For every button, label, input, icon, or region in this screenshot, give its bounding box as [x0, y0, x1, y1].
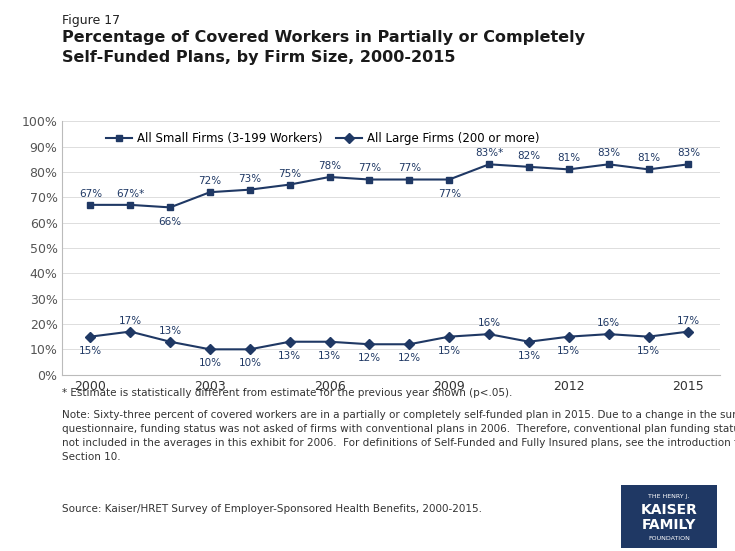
Legend: All Small Firms (3-199 Workers), All Large Firms (200 or more): All Small Firms (3-199 Workers), All Lar… — [101, 127, 545, 149]
Text: 17%: 17% — [677, 316, 700, 326]
Text: 17%: 17% — [118, 316, 142, 326]
Text: 13%: 13% — [278, 351, 301, 361]
Text: 77%: 77% — [358, 164, 381, 174]
Text: Figure 17: Figure 17 — [62, 14, 121, 27]
Text: 81%: 81% — [637, 153, 660, 163]
Text: 72%: 72% — [198, 176, 221, 186]
Text: 10%: 10% — [198, 359, 221, 369]
Text: Self-Funded Plans, by Firm Size, 2000-2015: Self-Funded Plans, by Firm Size, 2000-20… — [62, 50, 456, 64]
Text: 13%: 13% — [318, 351, 341, 361]
Text: 66%: 66% — [159, 217, 182, 226]
Text: Note: Sixty-three percent of covered workers are in a partially or completely se: Note: Sixty-three percent of covered wor… — [62, 410, 735, 462]
Text: Source: Kaiser/HRET Survey of Employer-Sponsored Health Benefits, 2000-2015.: Source: Kaiser/HRET Survey of Employer-S… — [62, 504, 482, 514]
Text: 16%: 16% — [478, 318, 501, 328]
Text: 67%: 67% — [79, 189, 102, 199]
Text: KAISER: KAISER — [640, 503, 698, 517]
Text: 15%: 15% — [437, 346, 461, 356]
Text: 83%: 83% — [677, 148, 700, 158]
Text: Percentage of Covered Workers in Partially or Completely: Percentage of Covered Workers in Partial… — [62, 30, 586, 45]
Text: 16%: 16% — [597, 318, 620, 328]
Text: 77%: 77% — [437, 188, 461, 199]
Text: 12%: 12% — [358, 353, 381, 364]
Text: 81%: 81% — [557, 153, 581, 163]
Text: 15%: 15% — [637, 346, 660, 356]
Text: 82%: 82% — [517, 151, 540, 161]
Text: 83%: 83% — [597, 148, 620, 158]
Text: 15%: 15% — [79, 346, 102, 356]
Text: 83%*: 83%* — [475, 148, 503, 158]
Text: 12%: 12% — [398, 353, 421, 364]
Text: * Estimate is statistically different from estimate for the previous year shown : * Estimate is statistically different fr… — [62, 388, 513, 398]
Text: 15%: 15% — [557, 346, 581, 356]
Text: 67%*: 67%* — [116, 189, 144, 199]
Text: THE HENRY J.: THE HENRY J. — [648, 494, 689, 499]
Text: 75%: 75% — [278, 169, 301, 179]
Text: 73%: 73% — [238, 174, 262, 183]
Text: FOUNDATION: FOUNDATION — [648, 536, 689, 541]
Text: FAMILY: FAMILY — [642, 518, 696, 532]
Text: 10%: 10% — [238, 359, 262, 369]
Text: 13%: 13% — [159, 326, 182, 336]
Text: 13%: 13% — [517, 351, 540, 361]
Text: 78%: 78% — [318, 161, 341, 171]
Text: 77%: 77% — [398, 164, 421, 174]
